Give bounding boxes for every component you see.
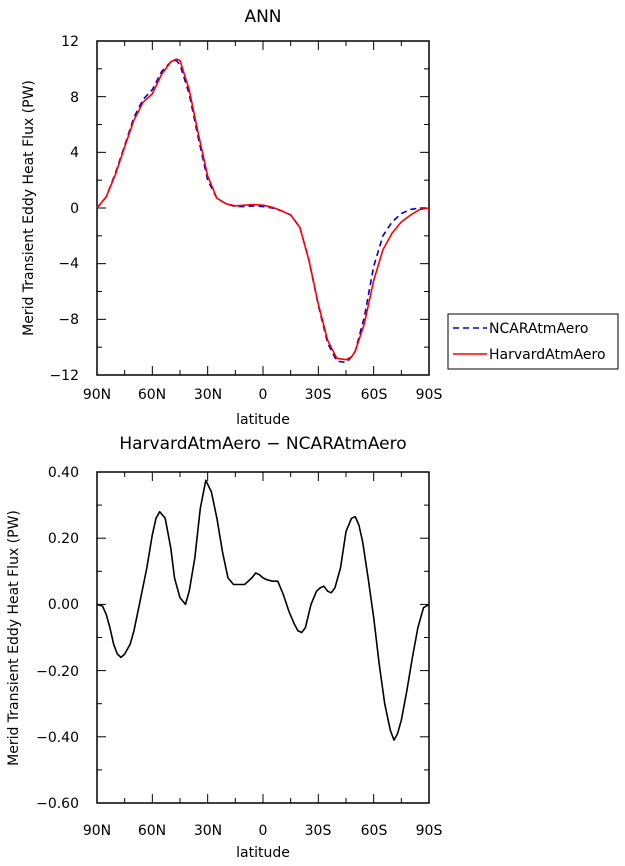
bottom-x-tick-label: 30S — [305, 823, 332, 839]
top-y-tick-label: 4 — [70, 145, 79, 161]
top-y-tick-label: −4 — [58, 256, 79, 272]
bottom-x-tick-label: 90S — [416, 823, 443, 839]
top-panel: ANN 12 8 4 0 −4 −8 −12 90N 60N 30N 0 30S… — [21, 7, 619, 428]
top-ticks — [96, 40, 430, 376]
top-series-line-harvardatmaero — [96, 58, 430, 361]
bottom-panel: HarvardAtmAero − NCARAtmAero 0.40 0.20 0… — [6, 434, 442, 861]
top-x-tick-label: 60N — [138, 387, 166, 403]
top-x-tick-label: 60S — [361, 387, 388, 403]
top-y-tick-label: 8 — [70, 90, 79, 106]
bottom-plot-frame — [96, 471, 430, 804]
bottom-y-tick-label: −0.60 — [36, 796, 79, 812]
bottom-y-tick-label: −0.20 — [36, 664, 79, 680]
bottom-x-tick-label: 0 — [259, 823, 268, 839]
top-series — [96, 58, 430, 364]
top-x-tick-label: 90N — [83, 387, 111, 403]
top-y-axis-label: Merid Transient Eddy Heat Flux (PW) — [21, 80, 37, 336]
top-y-tick-labels: 12 8 4 0 −4 −8 −12 — [49, 34, 79, 384]
top-x-tick-label: 90S — [416, 387, 443, 403]
legend-item-harvard: HarvardAtmAero — [453, 347, 606, 363]
bottom-x-tick-labels: 90N 60N 30N 0 30S 60S 90S — [83, 823, 443, 839]
top-chart-title: ANN — [244, 7, 281, 27]
bottom-ticks — [96, 471, 430, 804]
legend-item-ncar: NCARAtmAero — [453, 321, 588, 337]
legend-box — [447, 313, 619, 370]
top-series-line-ncaratmaero — [96, 59, 429, 364]
top-y-tick-label: 12 — [61, 34, 79, 50]
bottom-chart-title: HarvardAtmAero − NCARAtmAero — [119, 434, 406, 454]
top-y-tick-label: −12 — [49, 368, 79, 384]
bottom-x-tick-label: 60N — [138, 823, 166, 839]
bottom-y-axis-label: Merid Transient Eddy Heat Flux (PW) — [6, 510, 22, 766]
top-x-tick-label: 30N — [194, 387, 222, 403]
bottom-y-tick-label: 0.00 — [48, 597, 79, 613]
legend-label-ncar: NCARAtmAero — [489, 321, 588, 337]
top-x-tick-label: 0 — [259, 387, 268, 403]
bottom-y-tick-label: 0.40 — [48, 465, 79, 481]
top-plot-frame — [96, 40, 430, 376]
bottom-x-tick-label: 90N — [83, 823, 111, 839]
bottom-y-tick-label: −0.40 — [36, 730, 79, 746]
bottom-y-tick-labels: 0.40 0.20 0.00 −0.20 −0.40 −0.60 — [36, 465, 79, 812]
bottom-x-axis-label: latitude — [236, 845, 290, 861]
bottom-x-tick-label: 30N — [194, 823, 222, 839]
top-x-axis-label: latitude — [236, 412, 290, 428]
top-x-tick-label: 30S — [305, 387, 332, 403]
bottom-y-tick-label: 0.20 — [48, 531, 79, 547]
legend: NCARAtmAero HarvardAtmAero — [447, 313, 619, 370]
top-y-tick-label: −8 — [58, 312, 79, 328]
bottom-series — [96, 479, 430, 741]
bottom-series-line-difference — [96, 479, 430, 741]
top-x-tick-labels: 90N 60N 30N 0 30S 60S 90S — [83, 387, 443, 403]
bottom-x-tick-label: 60S — [361, 823, 388, 839]
legend-label-harvard: HarvardAtmAero — [489, 347, 606, 363]
top-y-tick-label: 0 — [70, 201, 79, 217]
